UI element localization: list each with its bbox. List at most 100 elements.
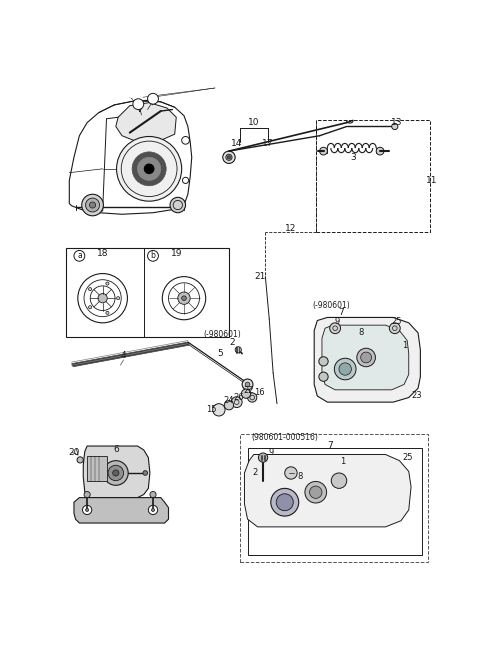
- Circle shape: [245, 382, 250, 387]
- Circle shape: [305, 482, 326, 503]
- Text: 20: 20: [68, 448, 80, 457]
- Circle shape: [241, 389, 251, 398]
- Polygon shape: [135, 154, 163, 183]
- Text: 17: 17: [262, 139, 274, 148]
- Circle shape: [223, 151, 235, 163]
- Circle shape: [319, 372, 328, 381]
- Text: 21: 21: [254, 272, 265, 281]
- Circle shape: [319, 357, 328, 366]
- Circle shape: [147, 250, 158, 261]
- Circle shape: [82, 194, 103, 216]
- Circle shape: [276, 494, 293, 510]
- Text: (980601-000516): (980601-000516): [252, 433, 318, 442]
- Bar: [240, 434, 428, 561]
- Text: 3: 3: [350, 153, 356, 162]
- Polygon shape: [83, 446, 150, 498]
- Circle shape: [88, 306, 92, 309]
- Circle shape: [152, 508, 155, 512]
- Text: 22: 22: [243, 386, 253, 395]
- Text: 6: 6: [113, 446, 119, 454]
- Text: b: b: [136, 100, 141, 108]
- Circle shape: [228, 156, 230, 159]
- Circle shape: [389, 323, 400, 334]
- Circle shape: [103, 461, 128, 485]
- Text: a: a: [77, 252, 82, 260]
- Circle shape: [320, 147, 327, 155]
- Polygon shape: [314, 317, 420, 402]
- Circle shape: [88, 288, 92, 290]
- Text: 25: 25: [392, 317, 402, 326]
- Circle shape: [357, 349, 375, 367]
- Circle shape: [285, 467, 297, 479]
- Text: (-980601): (-980601): [312, 302, 350, 310]
- Text: 2: 2: [229, 338, 235, 347]
- Text: 9: 9: [335, 317, 340, 326]
- Circle shape: [108, 465, 123, 481]
- Circle shape: [98, 294, 107, 303]
- Circle shape: [150, 492, 156, 498]
- Circle shape: [162, 276, 206, 320]
- Circle shape: [133, 99, 144, 110]
- Text: 16: 16: [254, 387, 264, 397]
- Circle shape: [258, 453, 268, 462]
- Circle shape: [235, 347, 241, 353]
- Polygon shape: [244, 454, 411, 527]
- Text: 5: 5: [217, 349, 223, 358]
- Circle shape: [144, 164, 154, 173]
- Circle shape: [242, 379, 253, 390]
- Circle shape: [213, 403, 225, 416]
- Circle shape: [170, 197, 186, 213]
- Text: 7: 7: [327, 441, 333, 450]
- Circle shape: [224, 401, 234, 410]
- Text: 7: 7: [338, 308, 344, 317]
- Polygon shape: [69, 100, 192, 214]
- Circle shape: [271, 488, 299, 516]
- Circle shape: [231, 397, 242, 407]
- Circle shape: [85, 198, 99, 212]
- Circle shape: [117, 136, 181, 201]
- Text: b: b: [151, 252, 156, 260]
- Circle shape: [83, 505, 92, 514]
- Circle shape: [143, 471, 147, 475]
- Text: 8: 8: [298, 472, 303, 480]
- Text: 19: 19: [170, 249, 182, 258]
- Text: 9: 9: [268, 448, 274, 458]
- Circle shape: [181, 296, 186, 300]
- Bar: [316, 120, 431, 232]
- Text: 24: 24: [223, 396, 233, 405]
- Circle shape: [106, 282, 109, 285]
- Circle shape: [78, 274, 127, 323]
- Text: 23: 23: [411, 391, 422, 401]
- Text: 12: 12: [285, 223, 297, 233]
- Circle shape: [147, 94, 158, 104]
- Text: 18: 18: [97, 249, 108, 258]
- Polygon shape: [116, 102, 176, 142]
- Circle shape: [106, 311, 109, 314]
- Circle shape: [310, 486, 322, 498]
- Text: 25: 25: [402, 453, 412, 462]
- Circle shape: [376, 147, 384, 155]
- Circle shape: [360, 352, 372, 363]
- Circle shape: [132, 152, 166, 186]
- Circle shape: [392, 123, 398, 130]
- Text: a: a: [151, 94, 156, 103]
- Bar: [66, 248, 229, 337]
- Text: 26: 26: [233, 393, 243, 402]
- Text: 13: 13: [391, 118, 403, 127]
- Circle shape: [74, 250, 85, 261]
- Text: 1: 1: [402, 341, 408, 351]
- Polygon shape: [72, 342, 190, 367]
- Bar: [248, 448, 422, 555]
- Circle shape: [339, 363, 351, 375]
- Circle shape: [89, 202, 96, 208]
- Text: 10: 10: [248, 118, 260, 127]
- Circle shape: [117, 296, 120, 300]
- Text: 4: 4: [121, 351, 126, 361]
- Bar: [87, 456, 107, 481]
- Text: 11: 11: [425, 176, 437, 185]
- Circle shape: [137, 157, 161, 181]
- Circle shape: [331, 473, 347, 488]
- Text: (-980601): (-980601): [204, 330, 241, 339]
- Circle shape: [178, 292, 190, 304]
- Text: 14: 14: [231, 139, 242, 148]
